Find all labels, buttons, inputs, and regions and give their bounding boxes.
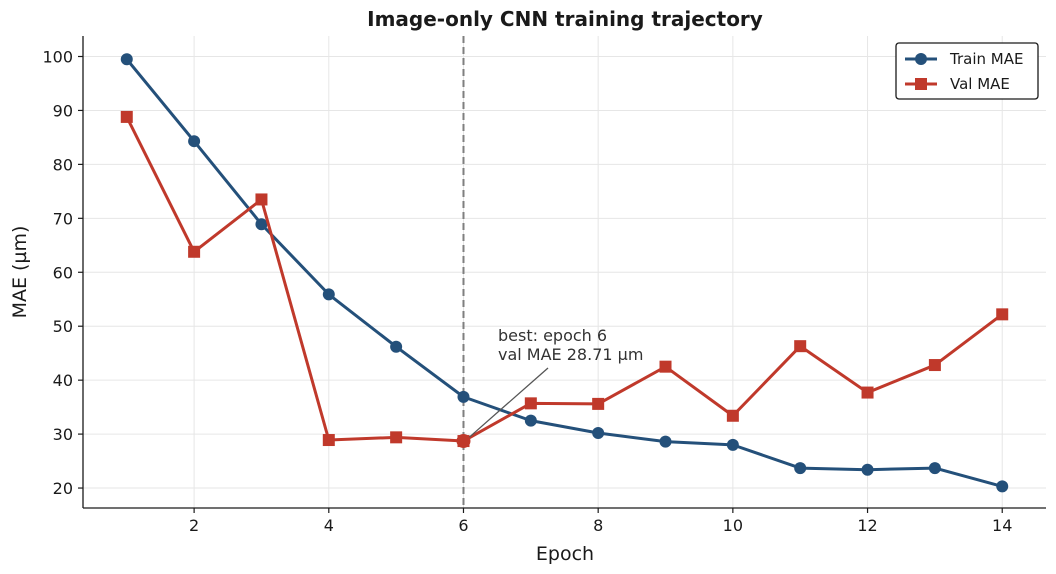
y-tick-label: 40 xyxy=(53,371,73,390)
axes: 2 4 6 8 10 12 14 20 30 40 50 60 70 80 90 100 xyxy=(42,36,1046,535)
train-point xyxy=(592,427,605,440)
val-point xyxy=(794,340,807,353)
series-line-2 xyxy=(125,116,1004,443)
train-point xyxy=(524,414,537,427)
legend-label: Train MAE xyxy=(949,50,1023,68)
val-point xyxy=(659,360,672,373)
train-point xyxy=(255,218,268,231)
y-tick-label: 20 xyxy=(53,479,73,498)
train-point xyxy=(794,462,807,475)
train-point xyxy=(726,438,739,451)
train-point xyxy=(322,288,335,301)
x-tick-label: 8 xyxy=(593,516,603,535)
train-point xyxy=(659,435,672,448)
legend-label: Val MAE xyxy=(950,75,1010,93)
train-point xyxy=(188,135,201,148)
y-tick-label: 60 xyxy=(53,263,73,282)
series xyxy=(120,53,1009,493)
grid xyxy=(83,36,1046,508)
x-tick-label: 12 xyxy=(857,516,877,535)
val-point xyxy=(861,386,874,399)
x-tick-label: 4 xyxy=(324,516,334,535)
train-point xyxy=(996,480,1009,493)
val-point xyxy=(726,409,739,422)
series-line-1 xyxy=(125,58,1003,488)
val-point xyxy=(322,434,335,447)
best-point-marker xyxy=(456,434,471,449)
y-tick-label: 80 xyxy=(53,155,73,174)
val-point xyxy=(120,110,133,123)
y-tick-label: 50 xyxy=(53,317,73,336)
y-tick-label: 30 xyxy=(53,425,73,444)
legend: Train MAE Val MAE xyxy=(895,42,1039,100)
x-tick-label: 14 xyxy=(992,516,1012,535)
annotation-arrow xyxy=(469,367,549,438)
x-tick-label: 10 xyxy=(723,516,743,535)
annotation: best: epoch 6 val MAE 28.71 µm xyxy=(456,326,643,449)
val-point xyxy=(255,193,268,206)
y-tick-label: 90 xyxy=(53,101,73,120)
train-point xyxy=(120,53,133,66)
val-point xyxy=(390,431,403,444)
val-point xyxy=(524,397,537,410)
train-point xyxy=(861,463,874,476)
train-point xyxy=(390,340,403,353)
legend-marker-circle xyxy=(915,53,927,65)
annotation-line-2: val MAE 28.71 µm xyxy=(498,345,643,364)
chart-title: Image-only CNN training trajectory xyxy=(367,7,763,31)
x-axis-label: Epoch xyxy=(536,543,594,565)
val-point xyxy=(928,359,941,372)
annotation-line-1: best: epoch 6 xyxy=(498,326,607,345)
y-tick-label: 70 xyxy=(53,209,73,228)
legend-marker-square xyxy=(915,78,927,90)
train-point xyxy=(457,390,470,403)
val-point xyxy=(188,245,201,258)
y-tick-label: 100 xyxy=(42,47,73,66)
val-point xyxy=(592,397,605,410)
train-point xyxy=(928,462,941,475)
val-point xyxy=(996,308,1009,321)
x-tick-label: 2 xyxy=(189,516,199,535)
y-axis-label: MAE (µm) xyxy=(9,226,31,319)
x-tick-label: 6 xyxy=(458,516,468,535)
